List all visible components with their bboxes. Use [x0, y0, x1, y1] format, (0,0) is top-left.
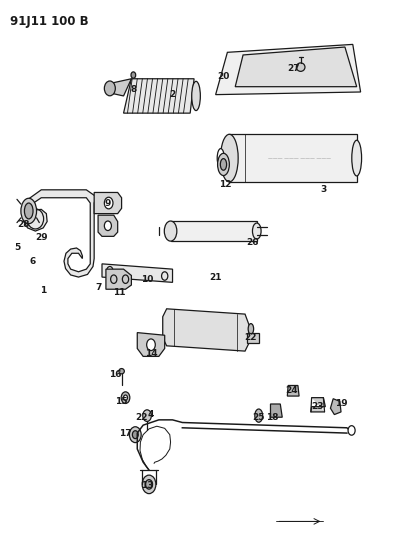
Text: 27: 27: [287, 63, 300, 72]
Text: 15: 15: [115, 397, 128, 406]
Text: 18: 18: [266, 413, 279, 422]
Polygon shape: [137, 333, 165, 357]
Text: 26: 26: [247, 238, 259, 247]
Text: 21: 21: [209, 272, 222, 281]
Polygon shape: [311, 398, 326, 412]
Polygon shape: [287, 385, 299, 396]
Ellipse shape: [217, 149, 224, 167]
Text: 9: 9: [105, 198, 111, 207]
Text: 16: 16: [109, 370, 122, 379]
Ellipse shape: [192, 82, 200, 110]
Polygon shape: [24, 190, 96, 277]
Ellipse shape: [105, 197, 113, 209]
Text: 1: 1: [40, 286, 46, 295]
Ellipse shape: [248, 324, 254, 334]
Ellipse shape: [142, 475, 156, 494]
Ellipse shape: [129, 427, 141, 442]
Ellipse shape: [147, 339, 155, 351]
Text: 23: 23: [311, 402, 324, 411]
Ellipse shape: [217, 154, 229, 175]
Text: 24: 24: [286, 386, 298, 395]
Text: 5: 5: [14, 244, 20, 253]
Text: 14: 14: [145, 349, 157, 358]
Text: 4: 4: [148, 410, 154, 419]
Ellipse shape: [164, 221, 177, 241]
Text: 29: 29: [35, 233, 48, 242]
Ellipse shape: [221, 134, 238, 182]
Text: 7: 7: [95, 283, 101, 292]
Text: 91J11 100 B: 91J11 100 B: [10, 15, 89, 28]
Ellipse shape: [25, 203, 33, 219]
Text: 8: 8: [130, 85, 137, 94]
Bar: [229, 134, 357, 182]
Text: 11: 11: [113, 288, 126, 297]
Polygon shape: [163, 309, 249, 351]
Text: 13: 13: [141, 481, 153, 490]
Polygon shape: [98, 215, 118, 236]
Polygon shape: [235, 47, 357, 87]
Text: 20: 20: [217, 71, 230, 80]
Text: 17: 17: [119, 429, 132, 438]
Ellipse shape: [131, 72, 136, 78]
Text: 12: 12: [219, 180, 232, 189]
Ellipse shape: [121, 392, 130, 403]
Polygon shape: [102, 264, 173, 282]
Polygon shape: [106, 269, 131, 289]
Ellipse shape: [220, 159, 227, 170]
Text: 6: 6: [30, 257, 36, 266]
Text: 3: 3: [320, 185, 327, 195]
Ellipse shape: [124, 395, 128, 400]
Ellipse shape: [352, 140, 362, 176]
Ellipse shape: [255, 409, 263, 422]
Polygon shape: [216, 44, 361, 95]
Text: ——— ——— ——— ———: ——— ——— ——— ———: [268, 156, 331, 160]
Ellipse shape: [253, 223, 261, 239]
Ellipse shape: [21, 198, 36, 224]
Ellipse shape: [105, 221, 111, 231]
Ellipse shape: [145, 480, 152, 489]
Text: 22: 22: [245, 334, 257, 342]
Ellipse shape: [132, 431, 138, 439]
Ellipse shape: [348, 426, 355, 435]
Text: 2: 2: [169, 90, 176, 99]
Bar: [171, 221, 257, 241]
Text: 19: 19: [335, 400, 347, 408]
Text: 28: 28: [17, 220, 30, 229]
Polygon shape: [94, 192, 122, 214]
Polygon shape: [330, 399, 341, 415]
Polygon shape: [247, 333, 259, 343]
Ellipse shape: [105, 81, 115, 96]
Text: 22: 22: [135, 413, 147, 422]
Text: 10: 10: [141, 275, 153, 284]
Text: 25: 25: [253, 413, 265, 422]
Ellipse shape: [296, 63, 305, 71]
Ellipse shape: [143, 410, 151, 422]
Polygon shape: [124, 79, 194, 113]
Polygon shape: [108, 79, 131, 96]
Polygon shape: [270, 404, 282, 417]
Ellipse shape: [119, 368, 124, 374]
